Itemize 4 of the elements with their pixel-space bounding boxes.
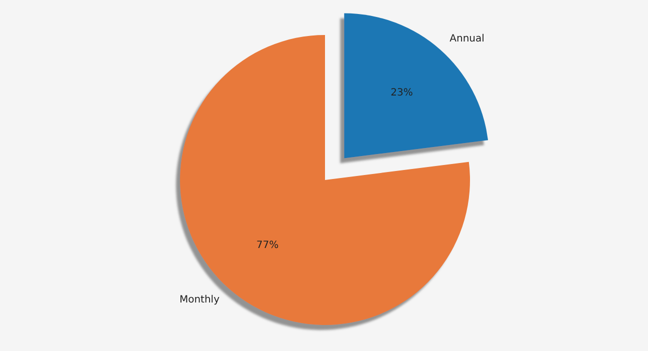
data-label: 77%	[256, 240, 279, 251]
data-label: 23%	[390, 88, 413, 99]
slice-label: Monthly	[179, 294, 220, 306]
slice-label: Annual	[450, 33, 484, 44]
